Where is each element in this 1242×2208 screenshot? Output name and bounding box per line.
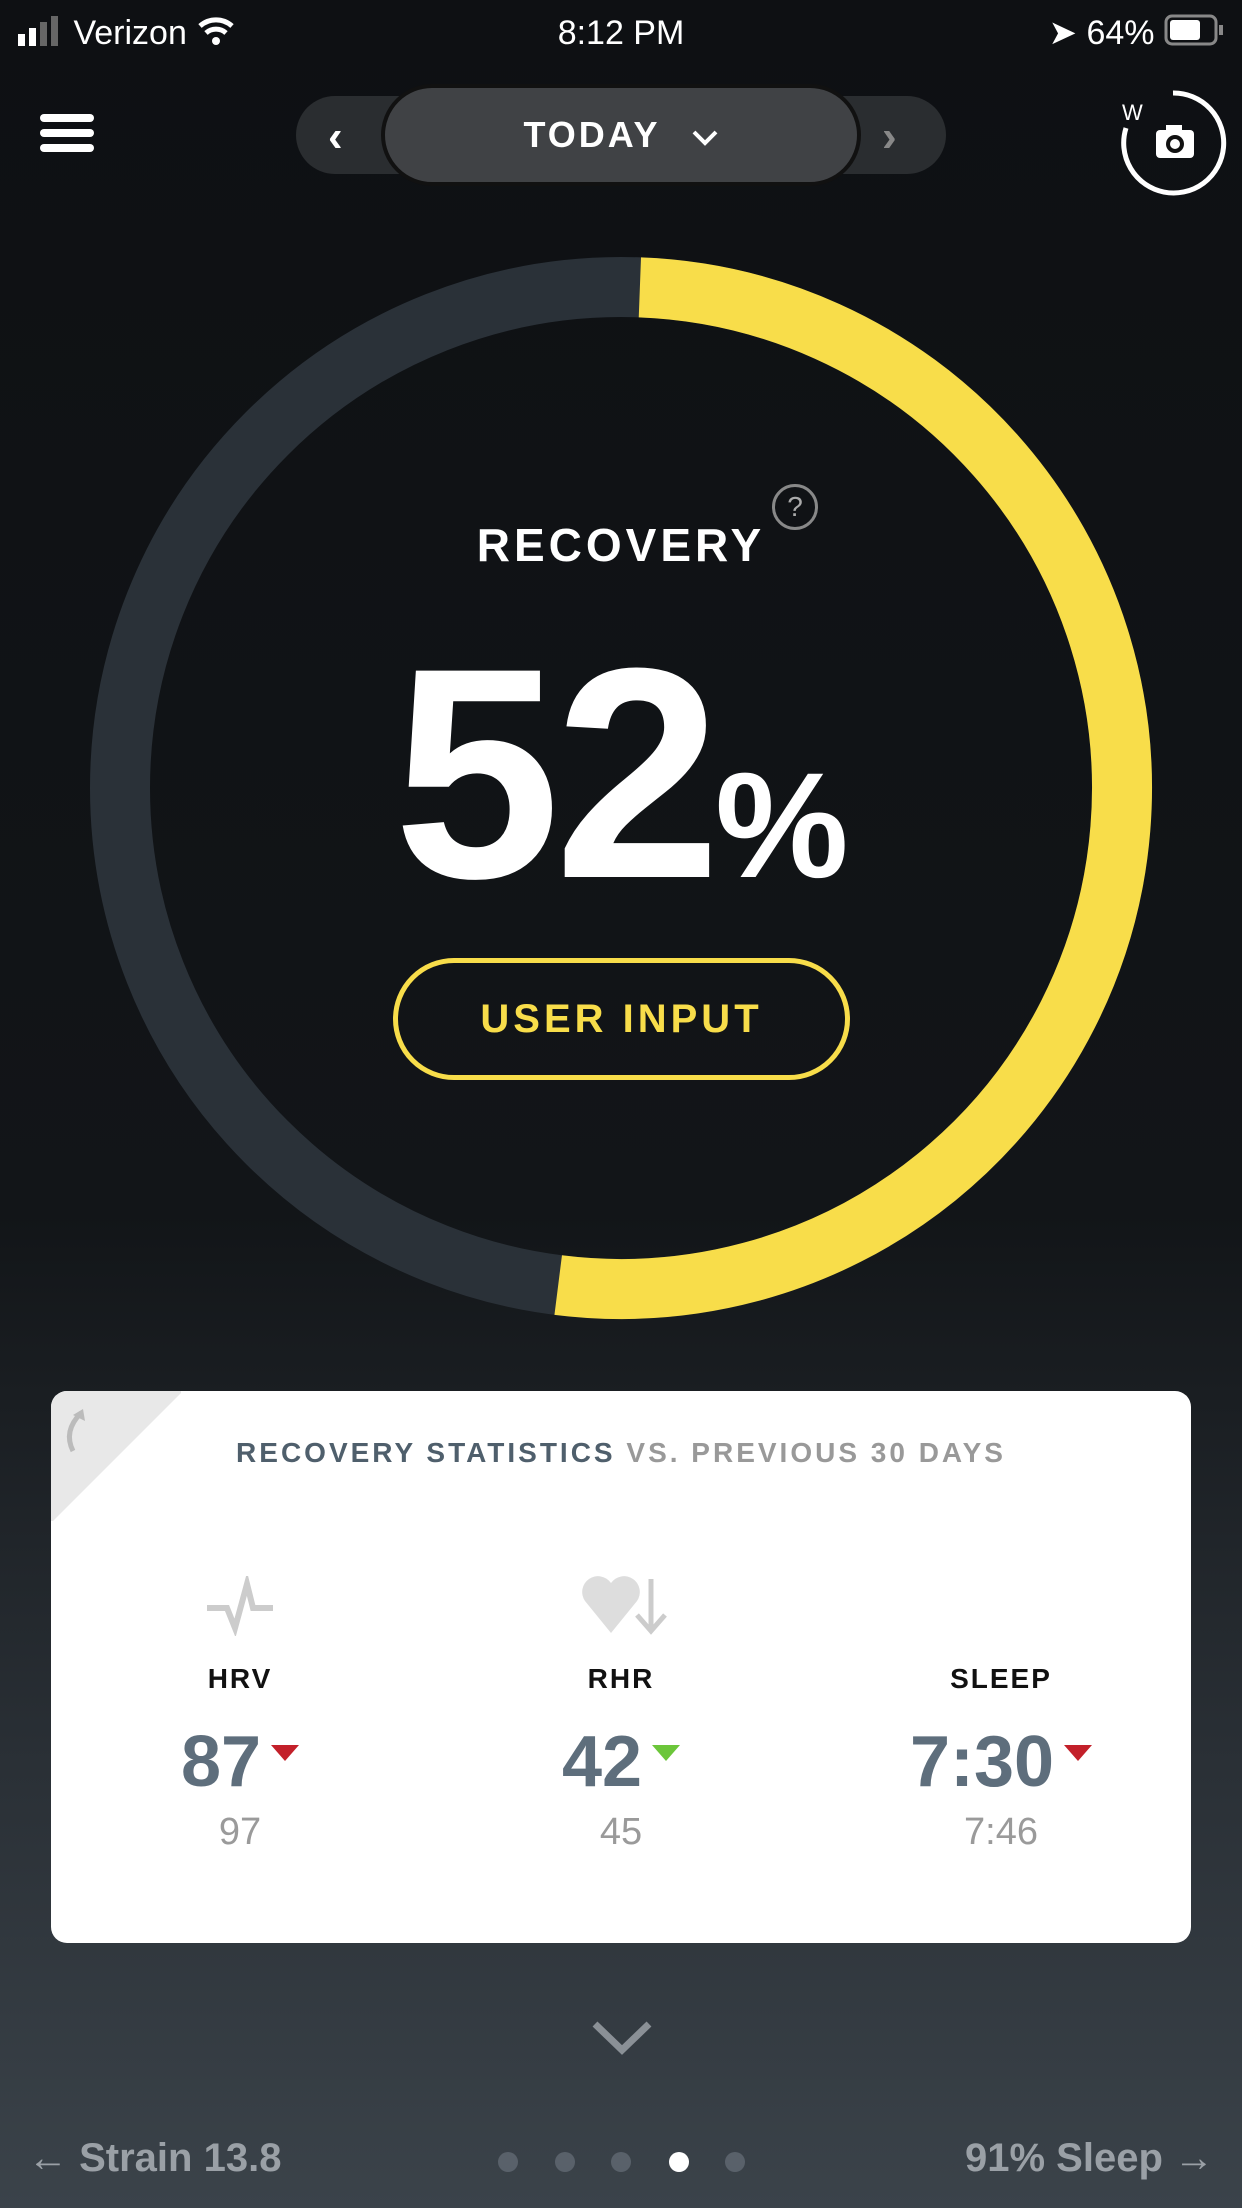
- status-left: Verizon: [18, 8, 236, 58]
- moon-icon: [979, 1573, 1026, 1630]
- date-selector[interactable]: TODAY: [381, 84, 861, 186]
- menu-icon[interactable]: [38, 112, 98, 154]
- svg-text:W: W: [1122, 100, 1143, 125]
- stat-previous: 7:46: [964, 1811, 1038, 1853]
- stat-label: RHR: [587, 1663, 655, 1694]
- next-day-button[interactable]: ›: [882, 112, 897, 161]
- location-icon: ➤: [1048, 14, 1078, 52]
- trend-down-icon: [271, 1744, 300, 1761]
- user-input-button[interactable]: USER INPUT: [393, 958, 850, 1080]
- stats-title-main: RECOVERY STATISTICS: [236, 1437, 616, 1468]
- stat-value: 42: [441, 1721, 801, 1803]
- recovery-stats-card[interactable]: RECOVERY STATISTICS VS. PREVIOUS 30 DAYS…: [51, 1391, 1191, 1943]
- stat-label: HRV: [207, 1663, 273, 1694]
- heart-down-icon: [582, 1576, 667, 1635]
- stat-label: SLEEP: [950, 1663, 1052, 1694]
- carrier: Verizon: [73, 14, 187, 52]
- recovery-value: 52: [393, 605, 721, 941]
- stats-title: RECOVERY STATISTICS VS. PREVIOUS 30 DAYS: [51, 1437, 1191, 1469]
- status-right: ➤ 64%: [1049, 8, 1224, 58]
- signal-icon: [18, 10, 64, 60]
- recovery-score: 52%: [0, 600, 1242, 946]
- page-dot[interactable]: [725, 2152, 745, 2172]
- page-curl-icon: [51, 1391, 181, 1521]
- page-dot[interactable]: [555, 2152, 575, 2172]
- date-label: TODAY: [523, 114, 661, 155]
- prev-page-strain[interactable]: ← Strain 13.8: [28, 2136, 282, 2180]
- recovery-title: RECOVERY: [476, 519, 766, 571]
- ring-progress: [554, 257, 1152, 1319]
- chevron-down-icon: [691, 114, 719, 156]
- stats-title-suffix: VS. PREVIOUS 30 DAYS: [626, 1437, 1006, 1468]
- stat-value: 7:30: [821, 1721, 1181, 1803]
- stat-previous: 45: [599, 1811, 643, 1853]
- page-dot[interactable]: [611, 2152, 631, 2172]
- page-dot[interactable]: [498, 2152, 518, 2172]
- camera-button[interactable]: W: [1118, 88, 1228, 203]
- battery-icon: [1164, 10, 1224, 60]
- stat-value: 87: [60, 1721, 420, 1803]
- battery-percent: 64%: [1086, 14, 1155, 52]
- camera-icon: W: [1121, 90, 1227, 196]
- help-icon[interactable]: ?: [772, 484, 818, 530]
- prev-day-button[interactable]: ‹: [328, 112, 343, 161]
- recovery-ring: [90, 257, 1152, 1319]
- page-dot-active[interactable]: [669, 2152, 689, 2172]
- expand-chevron-icon[interactable]: [591, 2020, 653, 2061]
- wifi-icon: [196, 10, 236, 60]
- hrv-pulse-icon: [207, 1576, 273, 1636]
- recovery-unit: %: [715, 741, 849, 909]
- trend-down-icon: [1064, 1744, 1093, 1761]
- trend-down-icon: [652, 1744, 681, 1761]
- next-page-sleep[interactable]: 91% Sleep →: [964, 2136, 1214, 2180]
- stat-previous: 97: [218, 1811, 262, 1853]
